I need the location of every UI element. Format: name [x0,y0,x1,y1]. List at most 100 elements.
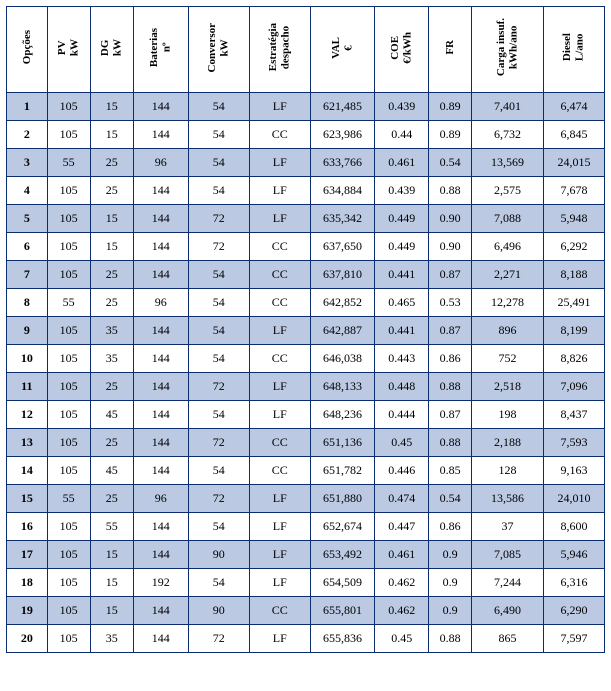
table-cell: 0.441 [375,261,429,289]
table-cell: 17 [7,541,48,569]
table-cell: 18 [7,569,48,597]
table-cell: 2,518 [472,373,544,401]
col-label-1: Opções [21,30,33,64]
table-cell: CC [249,345,310,373]
table-cell: 192 [133,569,188,597]
table-row: 191051514490CC655,8010.4620.96,4906,290 [7,597,605,625]
table-cell: 35 [90,345,133,373]
table-cell: 72 [188,205,249,233]
table-cell: 8,437 [543,401,604,429]
table-row: 11051514454LF621,4850.4390.897,4016,474 [7,93,605,121]
table-cell: 14 [7,457,48,485]
table-cell: 105 [47,541,90,569]
table-cell: 24,015 [543,149,604,177]
table-cell: LF [249,177,310,205]
table-cell: LF [249,205,310,233]
table-cell: 54 [188,261,249,289]
table-cell: 7,244 [472,569,544,597]
header-row: Opções PVkW DGkW Bateriasnº ConversorkW … [7,7,605,93]
col-label-2: kW [219,39,231,56]
table-cell: 0.89 [429,121,472,149]
table-row: 41052514454LF634,8840.4390.882,5757,678 [7,177,605,205]
table-cell: 15 [90,121,133,149]
table-cell: 72 [188,429,249,457]
table-cell: CC [249,233,310,261]
col-label-1: FR [444,40,456,55]
table-cell: 752 [472,345,544,373]
table-cell: 0.89 [429,93,472,121]
table-cell: 9,163 [543,457,604,485]
table-cell: 5,946 [543,541,604,569]
table-cell: 8,199 [543,317,604,345]
col-label-1: Baterias [148,28,160,67]
table-cell: 654,509 [310,569,375,597]
table-cell: 0.88 [429,429,472,457]
table-cell: 13,569 [472,149,544,177]
table-cell: 25 [90,261,133,289]
col-label-2: nº [161,43,173,53]
table-cell: LF [249,401,310,429]
table-cell: 72 [188,625,249,653]
table-cell: 105 [47,233,90,261]
table-cell: 7,593 [543,429,604,457]
table-cell: 8,188 [543,261,604,289]
col-header: DGkW [90,7,133,93]
table-cell: 25 [90,149,133,177]
table-cell: 896 [472,317,544,345]
table-cell: 19 [7,597,48,625]
table-body: 11051514454LF621,4850.4390.897,4016,4742… [7,93,605,653]
table-cell: 12,278 [472,289,544,317]
table-cell: 6,496 [472,233,544,261]
table-cell: 105 [47,121,90,149]
table-cell: LF [249,513,310,541]
table-cell: 144 [133,177,188,205]
table-cell: 1 [7,93,48,121]
table-cell: 105 [47,373,90,401]
col-label-1: Diesel [561,33,573,61]
table-cell: 0.54 [429,485,472,513]
table-cell: 655,801 [310,597,375,625]
table-cell: 0.9 [429,597,472,625]
col-label-2: kWh/ano [508,26,520,69]
table-cell: 4 [7,177,48,205]
col-header: ConversorkW [188,7,249,93]
table-cell: 633,766 [310,149,375,177]
col-header: Opções [7,7,48,93]
table-cell: 15 [90,93,133,121]
table-cell: 25 [90,373,133,401]
table-cell: LF [249,541,310,569]
table-cell: 0.474 [375,485,429,513]
table-cell: 144 [133,345,188,373]
col-label-2: kW [112,39,124,56]
col-label-1: DG [99,39,111,56]
col-label-2: despacho [280,26,292,69]
table-cell: 105 [47,177,90,205]
table-cell: 2 [7,121,48,149]
table-cell: 55 [47,485,90,513]
table-cell: 144 [133,541,188,569]
table-cell: 652,674 [310,513,375,541]
table-cell: 0.447 [375,513,429,541]
table-cell: 15 [90,541,133,569]
table-cell: 637,650 [310,233,375,261]
table-cell: 25 [90,429,133,457]
table-cell: 6,290 [543,597,604,625]
table-cell: 55 [47,289,90,317]
table-cell: LF [249,569,310,597]
table-row: 101053514454CC646,0380.4430.867528,826 [7,345,605,373]
table-cell: CC [249,121,310,149]
table-cell: 0.87 [429,401,472,429]
col-label-1: PV [56,40,68,55]
table-cell: 0.87 [429,261,472,289]
table-row: 131052514472CC651,1360.450.882,1887,593 [7,429,605,457]
table-cell: 10 [7,345,48,373]
table-cell: 5,948 [543,205,604,233]
table-cell: 54 [188,177,249,205]
table-cell: 648,236 [310,401,375,429]
table-cell: 144 [133,233,188,261]
table-cell: 0.45 [375,429,429,457]
table-cell: 55 [90,513,133,541]
table-row: 141054514454CC651,7820.4460.851289,163 [7,457,605,485]
table-cell: 90 [188,597,249,625]
table-cell: 144 [133,625,188,653]
